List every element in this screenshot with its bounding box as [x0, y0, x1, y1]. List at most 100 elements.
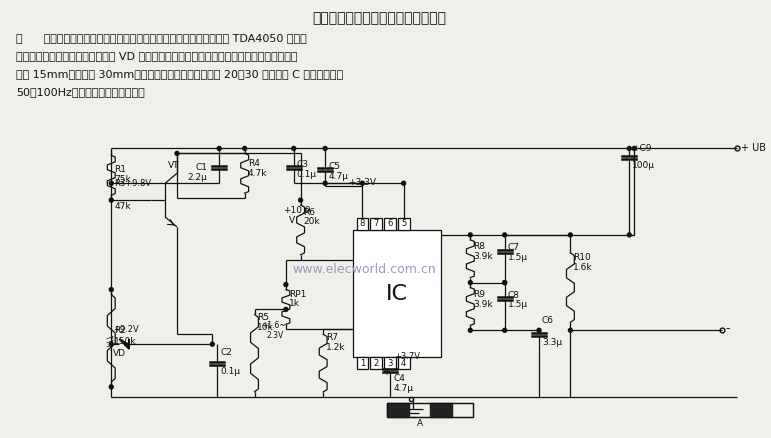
- Text: 1.5μ: 1.5μ: [507, 253, 527, 262]
- Polygon shape: [119, 339, 129, 349]
- Circle shape: [503, 281, 507, 285]
- Text: +3.3V: +3.3V: [348, 178, 375, 187]
- Text: 0.1μ: 0.1μ: [221, 367, 241, 376]
- Text: 2.3V: 2.3V: [266, 331, 284, 340]
- Text: R7: R7: [326, 333, 338, 342]
- Text: R9: R9: [473, 290, 485, 299]
- Text: C3: C3: [297, 160, 308, 170]
- Circle shape: [628, 233, 631, 237]
- Text: +3.7V: +3.7V: [394, 352, 420, 361]
- Circle shape: [291, 146, 296, 150]
- Text: +: +: [382, 367, 390, 377]
- Text: C5: C5: [328, 162, 340, 171]
- Text: C1: C1: [195, 163, 207, 173]
- Bar: [430, 403, 452, 417]
- Circle shape: [210, 342, 214, 346]
- Text: 图      电路中由于采用了集成放大器，故线路简单，体积小。这里采用 TDA4050 集成电: 图 电路中由于采用了集成放大器，故线路简单，体积小。这里采用 TDA4050 集…: [16, 33, 307, 43]
- Text: +9.2V: +9.2V: [113, 325, 139, 334]
- Text: C4: C4: [394, 374, 406, 383]
- Text: 10k: 10k: [258, 323, 274, 332]
- Circle shape: [109, 198, 113, 202]
- Text: 50～100Hz范围内的低频干扰信号。: 50～100Hz范围内的低频干扰信号。: [16, 87, 145, 97]
- Text: +1.6~: +1.6~: [261, 321, 286, 330]
- Text: R10: R10: [574, 253, 591, 262]
- Text: VT: VT: [168, 161, 180, 170]
- Bar: [384, 357, 396, 369]
- Text: www.elecworld.com.cn: www.elecworld.com.cn: [292, 263, 436, 276]
- Text: 3.9k: 3.9k: [473, 300, 493, 309]
- Text: 3.9k: 3.9k: [473, 252, 493, 261]
- Circle shape: [109, 181, 113, 185]
- Text: R1: R1: [114, 165, 126, 174]
- Circle shape: [323, 181, 327, 185]
- Text: R4: R4: [247, 159, 260, 168]
- Circle shape: [284, 307, 288, 311]
- Text: 8: 8: [360, 219, 365, 229]
- Circle shape: [468, 281, 473, 285]
- Text: 路，微弱的红外信号由光敏二极管 VD 接收，首先经过晶体管放大。由于采用了聚光透镜（直: 路，微弱的红外信号由光敏二极管 VD 接收，首先经过晶体管放大。由于采用了聚光透…: [16, 51, 298, 61]
- Circle shape: [175, 152, 179, 155]
- Text: 1.2k: 1.2k: [326, 343, 345, 352]
- Bar: [398, 357, 409, 369]
- Text: 4.7μ: 4.7μ: [394, 384, 414, 393]
- Text: 1k: 1k: [289, 300, 300, 308]
- Text: C7: C7: [507, 243, 520, 252]
- Circle shape: [243, 146, 247, 150]
- Text: R5: R5: [258, 313, 269, 322]
- Text: 1: 1: [360, 359, 365, 367]
- Circle shape: [361, 181, 365, 185]
- Circle shape: [503, 281, 507, 285]
- Circle shape: [632, 146, 636, 150]
- Text: 4.7k: 4.7k: [247, 169, 267, 178]
- Text: 7: 7: [373, 219, 379, 229]
- Text: C6: C6: [542, 316, 554, 325]
- Text: 0.1μ: 0.1μ: [297, 170, 317, 179]
- Text: 47k: 47k: [114, 202, 131, 211]
- Text: R3+9.8V: R3+9.8V: [114, 179, 151, 188]
- Circle shape: [537, 328, 541, 332]
- Circle shape: [109, 342, 113, 346]
- Text: + UB: + UB: [741, 144, 766, 153]
- Bar: [384, 218, 396, 230]
- Text: R2: R2: [114, 326, 126, 335]
- Text: 3: 3: [387, 359, 392, 367]
- Text: R8: R8: [473, 242, 485, 251]
- Text: 1.6k: 1.6k: [574, 263, 593, 272]
- Bar: [370, 357, 382, 369]
- Circle shape: [568, 328, 572, 332]
- Text: IC: IC: [386, 283, 408, 304]
- Text: 4.7μ: 4.7μ: [328, 172, 348, 181]
- Circle shape: [109, 385, 113, 389]
- Bar: [356, 357, 369, 369]
- Text: +C9: +C9: [632, 145, 651, 153]
- Text: RP1: RP1: [289, 290, 306, 299]
- Bar: [370, 218, 382, 230]
- Text: 2.2μ: 2.2μ: [187, 173, 207, 182]
- Text: 5: 5: [401, 219, 406, 229]
- Text: -: -: [726, 322, 730, 335]
- Circle shape: [284, 283, 288, 286]
- Bar: [387, 403, 409, 417]
- Circle shape: [503, 328, 507, 332]
- Text: 150k: 150k: [114, 337, 136, 346]
- Circle shape: [468, 233, 473, 237]
- Text: R6: R6: [304, 208, 315, 216]
- Text: C8: C8: [507, 290, 520, 300]
- Text: 6: 6: [387, 219, 392, 229]
- Circle shape: [298, 198, 302, 202]
- Text: A: A: [417, 419, 423, 428]
- Text: C2: C2: [221, 348, 232, 357]
- Bar: [387, 403, 473, 417]
- Circle shape: [568, 233, 572, 237]
- Circle shape: [109, 288, 113, 292]
- Circle shape: [402, 181, 406, 185]
- Text: 75k: 75k: [114, 175, 131, 184]
- Bar: [356, 218, 369, 230]
- Text: 3.3μ: 3.3μ: [542, 338, 562, 347]
- Text: 1.5μ: 1.5μ: [507, 300, 527, 310]
- Text: 带有前置集成放大器的红外接收电路: 带有前置集成放大器的红外接收电路: [312, 11, 446, 25]
- Circle shape: [628, 146, 631, 150]
- Circle shape: [217, 146, 221, 150]
- Text: +10.9: +10.9: [283, 206, 311, 215]
- Circle shape: [323, 146, 327, 150]
